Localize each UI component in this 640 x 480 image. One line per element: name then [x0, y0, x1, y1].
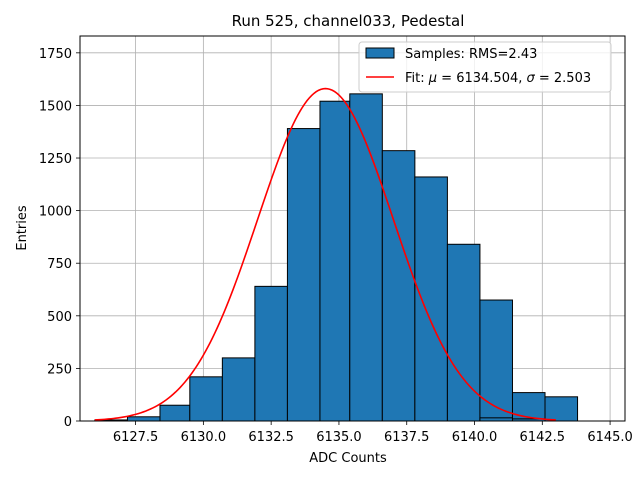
legend-samples-swatch — [365, 47, 395, 59]
x-tick-label: 6127.5 — [113, 430, 159, 445]
histogram-bar — [319, 100, 351, 422]
plot-frame — [79, 35, 626, 422]
legend-fit-mu-symbol: μ — [428, 71, 437, 86]
y-tick-label: 1500 — [39, 99, 72, 114]
y-tick-label: 1250 — [39, 152, 72, 167]
y-tick-label: 0 — [64, 415, 72, 430]
histogram-bar — [286, 128, 321, 422]
legend-fit-prefix: Fit: — [405, 71, 429, 86]
histogram-bar — [479, 299, 513, 422]
y-tick-label: 250 — [47, 362, 72, 377]
legend: Samples: RMS=2.43 Fit: μ = 6134.504, σ =… — [358, 41, 612, 93]
x-tick-label: 6142.5 — [520, 430, 566, 445]
y-tick-label: 1750 — [39, 47, 72, 62]
x-tick-label: 6145.0 — [587, 430, 633, 445]
legend-fit-label: Fit: μ = 6134.504, σ = 2.503 — [405, 71, 591, 86]
x-tick-label: 6137.5 — [384, 430, 430, 445]
y-tick-label: 500 — [47, 310, 72, 325]
y-tick-label: 1000 — [39, 205, 72, 220]
histogram-bar — [414, 176, 448, 422]
histogram-bar — [446, 243, 481, 422]
histogram-bars — [94, 93, 579, 422]
histogram-bar — [189, 376, 223, 422]
histogram-bar — [221, 357, 256, 422]
legend-fit-sigma-symbol: σ — [527, 71, 536, 86]
chart-title: Run 525, channel033, Pedestal — [232, 12, 465, 30]
legend-box — [358, 41, 612, 93]
x-tick-label: 6130.0 — [181, 430, 227, 445]
histogram-bar — [126, 416, 161, 422]
y-tick-label: 750 — [47, 257, 72, 272]
x-axis-label: ADC Counts — [309, 451, 387, 466]
y-axis-label: Entries — [15, 205, 30, 251]
x-tick-label: 6135.0 — [316, 430, 362, 445]
legend-fit-sigma-value: = 2.503 — [535, 71, 591, 86]
x-tick-label: 6140.0 — [452, 430, 498, 445]
histogram-bar — [254, 285, 288, 422]
histogram-bar — [544, 396, 579, 422]
fit-curve — [94, 87, 556, 421]
axis-ticks: 6127.5 6130.0 6132.5 6135.0 6137.5 6140.0 6142… — [39, 47, 633, 445]
histogram-bar — [159, 404, 191, 422]
legend-samples-label: Samples: RMS=2.43 — [405, 47, 537, 62]
legend-fit-mu-value: = 6134.504, — [437, 71, 526, 86]
histogram-bar — [381, 150, 416, 422]
histogram-bar — [511, 392, 546, 422]
x-tick-label: 6132.5 — [248, 430, 294, 445]
